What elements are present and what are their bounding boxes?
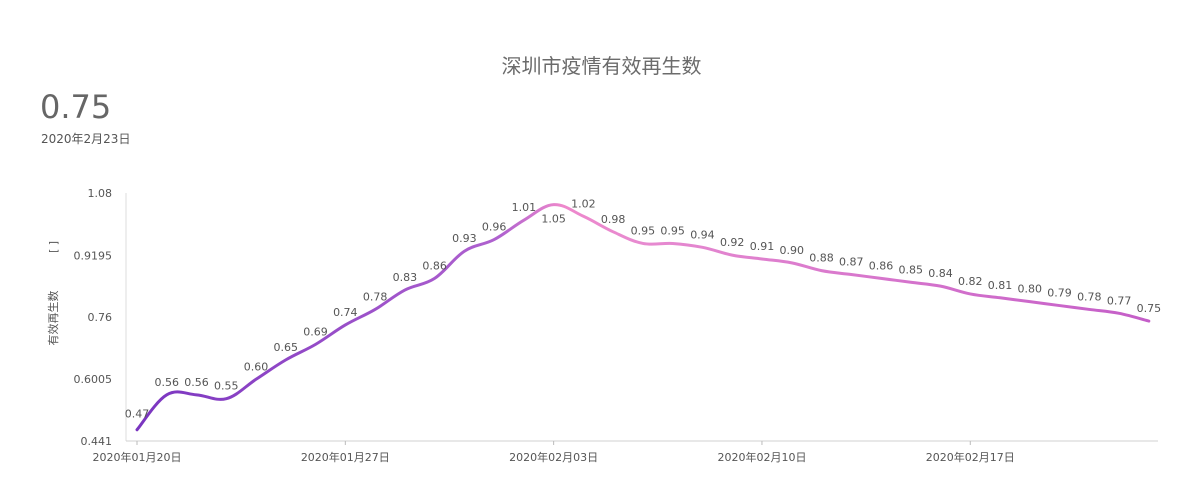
data-label: 0.77 — [1107, 294, 1132, 307]
data-point — [880, 277, 883, 280]
y-tick-label: 0.6005 — [74, 373, 113, 386]
data-point — [165, 393, 168, 396]
data-label: 0.94 — [690, 228, 715, 241]
data-label: 0.96 — [482, 221, 507, 234]
data-point — [582, 215, 585, 218]
data-point — [790, 261, 793, 264]
x-tick-label: 2020年01月20日 — [93, 450, 182, 464]
data-label: 0.55 — [214, 380, 239, 393]
headline-date: 2020年2月23日 — [41, 132, 131, 146]
data-label: 0.47 — [125, 408, 150, 421]
data-label: 0.74 — [333, 306, 358, 319]
data-point — [374, 308, 377, 311]
data-label: 1.05 — [541, 213, 566, 226]
data-point — [1147, 320, 1150, 323]
data-point — [1088, 308, 1091, 311]
data-label: 0.95 — [631, 224, 656, 237]
data-point — [850, 273, 853, 276]
data-label: 0.95 — [660, 224, 685, 237]
data-point — [671, 242, 674, 245]
data-point — [284, 358, 287, 361]
data-point — [760, 257, 763, 260]
data-label: 1.02 — [571, 197, 596, 210]
data-point — [701, 246, 704, 249]
data-label: 1.01 — [512, 201, 537, 214]
x-tick-label: 2020年02月10日 — [717, 450, 806, 464]
x-tick-label: 2020年02月17日 — [926, 450, 1015, 464]
data-label: 0.82 — [958, 275, 983, 288]
data-label: 0.78 — [1077, 290, 1102, 303]
data-point — [1058, 304, 1061, 307]
chart-title: 深圳市疫情有效再生数 — [501, 54, 702, 78]
headline-value: 0.75 — [40, 88, 112, 126]
data-point — [909, 281, 912, 284]
data-point — [1028, 300, 1031, 303]
data-point — [344, 323, 347, 326]
y-tick-label: 0.9195 — [74, 249, 113, 262]
data-label: 0.69 — [303, 325, 328, 338]
series-line — [135, 203, 1151, 432]
data-point — [612, 230, 615, 233]
data-label: 0.90 — [779, 244, 804, 257]
data-point — [255, 378, 258, 381]
data-point — [999, 296, 1002, 299]
data-label: 0.86 — [422, 259, 447, 272]
data-label: 0.65 — [274, 341, 299, 354]
data-point — [731, 254, 734, 257]
y-tick-label: 0.441 — [81, 435, 113, 448]
data-point — [1118, 312, 1121, 315]
y-tick-label: 0.76 — [88, 311, 113, 324]
data-point — [969, 292, 972, 295]
data-label: 0.93 — [452, 232, 477, 245]
data-label: 0.88 — [809, 252, 834, 265]
data-point — [552, 203, 555, 206]
data-point — [641, 242, 644, 245]
data-label: 0.81 — [988, 279, 1013, 292]
data-point — [522, 219, 525, 222]
data-label: 0.92 — [720, 236, 745, 249]
data-point — [463, 250, 466, 253]
data-label: 0.85 — [899, 263, 924, 276]
y-tick-label: 1.08 — [88, 187, 113, 200]
x-tick-label: 2020年02月03日 — [509, 450, 598, 464]
data-label: 0.80 — [1018, 283, 1043, 296]
x-tick-label: 2020年01月27日 — [301, 450, 390, 464]
data-label: 0.87 — [839, 256, 864, 269]
data-label: 0.56 — [155, 376, 180, 389]
data-label: 0.84 — [928, 267, 953, 280]
data-point — [939, 285, 942, 288]
data-point — [403, 289, 406, 292]
data-point — [314, 343, 317, 346]
data-point — [136, 428, 139, 431]
data-label: 0.56 — [184, 376, 209, 389]
data-label: 0.79 — [1047, 287, 1072, 300]
data-label: 0.86 — [869, 259, 894, 272]
data-point — [493, 238, 496, 241]
y-axis-unit: [ ] — [47, 241, 60, 253]
data-label: 0.75 — [1137, 302, 1162, 315]
data-label: 0.83 — [393, 271, 418, 284]
data-label: 0.60 — [244, 360, 269, 373]
data-label: 0.98 — [601, 213, 626, 226]
data-label: 0.78 — [363, 290, 388, 303]
y-axis-label: 有效再生数 — [46, 291, 60, 346]
data-point — [433, 277, 436, 280]
data-point — [195, 393, 198, 396]
data-point — [820, 269, 823, 272]
data-point — [225, 397, 228, 400]
data-label: 0.91 — [750, 240, 775, 253]
